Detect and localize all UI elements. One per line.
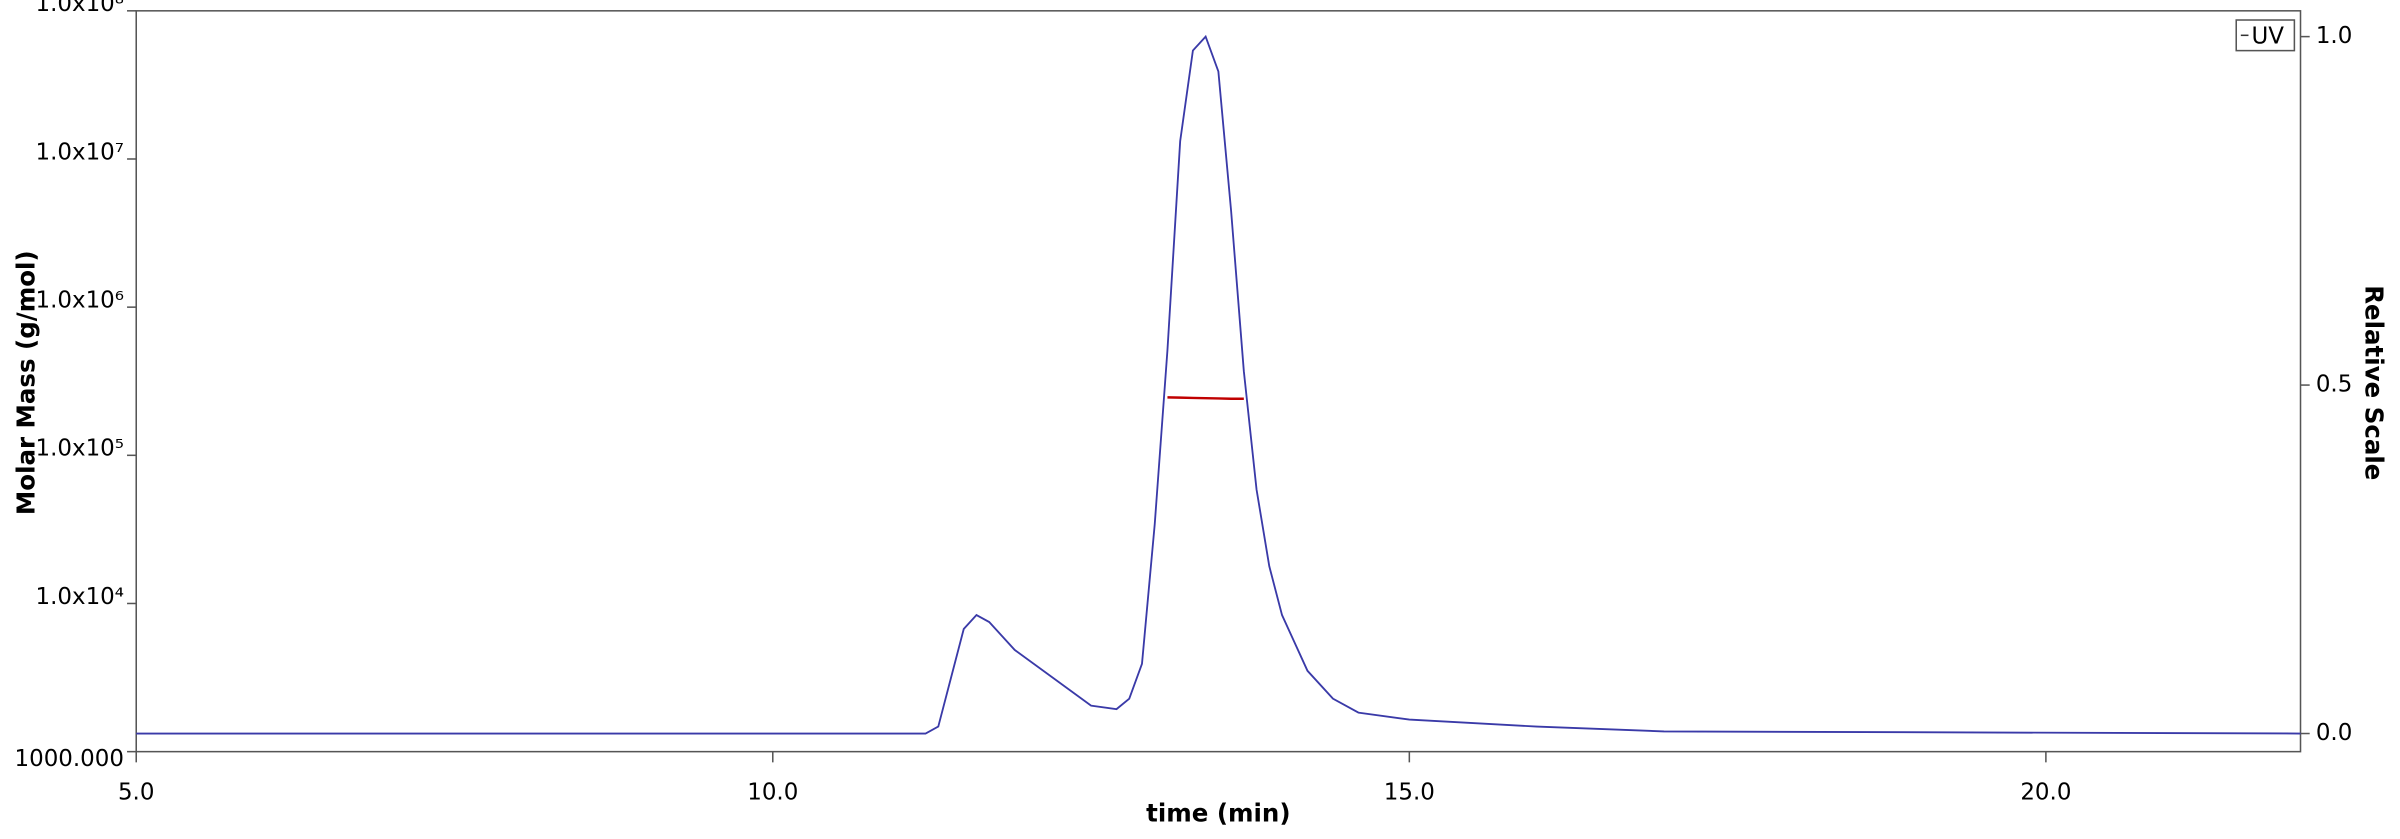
y-tick-label: 1.0x10⁴ [36, 584, 124, 610]
y-tick-label: 1.0x10⁵ [36, 436, 124, 462]
x-tick-label: 20.0 [2020, 779, 2071, 805]
y-axis-title: Molar Mass (g/mol) [12, 250, 41, 515]
data-line [136, 34, 2301, 735]
y-tick-label: 1.0x10⁷ [36, 139, 124, 165]
y-tick-label: 1.0x10⁶ [36, 288, 124, 314]
y2-tick-label: 0.0 [2316, 720, 2352, 746]
x-tick-label: 15.0 [1384, 779, 1435, 805]
y2-tick-label: 1.0 [2316, 23, 2352, 49]
y-tick-label: 1.0x10⁸ [36, 0, 124, 17]
y2-tick-label: 0.5 [2316, 372, 2352, 398]
x-tick-label: 10.0 [747, 779, 798, 805]
y2-axis-title: Relative Scale [2359, 285, 2388, 480]
plot-frame [135, 10, 2302, 753]
data-line [1167, 396, 1244, 400]
x-tick-label: 5.0 [118, 779, 154, 805]
x-axis-title: time (min) [1146, 798, 1290, 827]
legend-label: UV [2252, 23, 2285, 49]
y-tick-label: 1000.000 [15, 746, 124, 772]
